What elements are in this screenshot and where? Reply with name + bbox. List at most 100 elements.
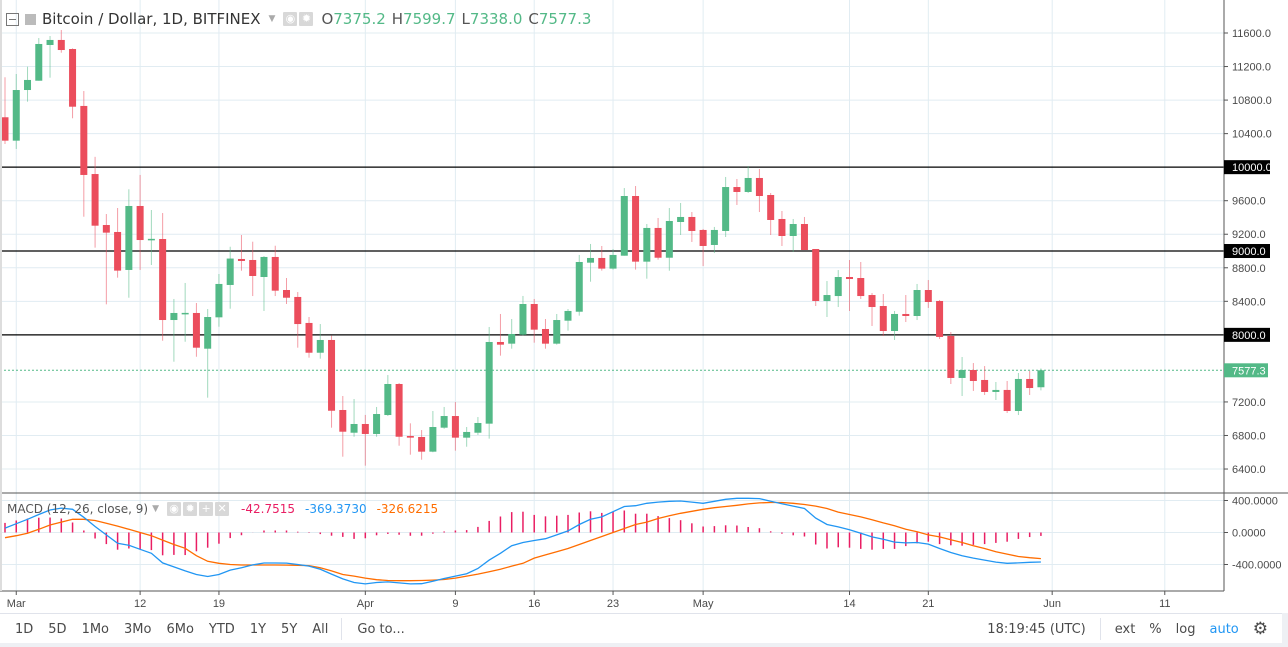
candle-body bbox=[249, 259, 257, 276]
candle-body bbox=[992, 389, 1000, 392]
macd-tick-label: 0.0000 bbox=[1232, 528, 1266, 540]
candle-body bbox=[339, 409, 347, 432]
timeframe-6mo[interactable]: 6Mo bbox=[166, 621, 194, 637]
plus-icon[interactable]: + bbox=[199, 502, 214, 516]
goto-button[interactable]: Go to... bbox=[357, 621, 405, 637]
candle-body bbox=[778, 218, 786, 237]
timeframe-1mo[interactable]: 1Mo bbox=[81, 621, 110, 637]
histogram-value: -42.7515 bbox=[241, 502, 295, 516]
gear-icon[interactable]: ⚙ bbox=[1252, 619, 1268, 639]
candle-body bbox=[654, 227, 662, 258]
candle-body bbox=[620, 196, 628, 256]
candle-body bbox=[12, 90, 20, 141]
candle bbox=[384, 375, 392, 417]
candle bbox=[868, 293, 876, 326]
candle bbox=[136, 174, 144, 270]
candle-body bbox=[800, 224, 808, 251]
chevron-down-icon[interactable]: ▼ bbox=[152, 504, 160, 514]
candle-body bbox=[136, 205, 144, 241]
candle bbox=[710, 226, 718, 254]
candle-body bbox=[598, 257, 606, 269]
candle-body bbox=[575, 261, 583, 312]
candle bbox=[316, 324, 324, 359]
candle bbox=[992, 381, 1000, 401]
candle bbox=[891, 310, 899, 340]
candle-body bbox=[485, 341, 493, 424]
time-tick-label: 16 bbox=[528, 598, 540, 610]
candle bbox=[226, 246, 234, 309]
gear-icon[interactable]: ✹ bbox=[183, 502, 198, 516]
candle-body bbox=[710, 229, 718, 245]
timeframe-3mo[interactable]: 3Mo bbox=[124, 621, 152, 637]
candle bbox=[665, 207, 673, 271]
candle-body bbox=[767, 194, 775, 220]
candle-body bbox=[204, 316, 212, 349]
candle-body bbox=[181, 312, 189, 315]
candle-body bbox=[947, 335, 955, 378]
candle-body bbox=[69, 49, 77, 107]
timeframe-5d[interactable]: 5D bbox=[48, 621, 67, 637]
timeframe-all[interactable]: All bbox=[312, 621, 329, 637]
time-tick-label: 21 bbox=[922, 598, 934, 610]
candle bbox=[767, 192, 775, 235]
candle bbox=[12, 74, 20, 149]
candle bbox=[406, 423, 414, 455]
candle-body bbox=[114, 231, 122, 271]
chart-canvas[interactable]: 11600.0 11200.0 10800.0 10400.0 9600.0 9200.0… bbox=[0, 0, 1288, 613]
timeframe-1y[interactable]: 1Y bbox=[249, 621, 267, 637]
auto-toggle[interactable]: auto bbox=[1209, 621, 1239, 637]
timeframe-ytd[interactable]: YTD bbox=[208, 621, 235, 637]
candle bbox=[744, 165, 752, 193]
log-toggle[interactable]: log bbox=[1175, 621, 1196, 637]
candle-body bbox=[102, 225, 110, 233]
candle bbox=[913, 283, 921, 321]
candle bbox=[722, 176, 730, 238]
candle bbox=[553, 313, 561, 345]
price-tick-label: 9600.0 bbox=[1232, 196, 1266, 208]
candle bbox=[699, 228, 707, 267]
candle bbox=[35, 38, 43, 81]
candle bbox=[969, 363, 977, 391]
candle bbox=[609, 248, 617, 270]
close-icon[interactable]: ✕ bbox=[215, 502, 230, 516]
candle-body bbox=[609, 254, 617, 269]
timeframe-5y[interactable]: 5Y bbox=[281, 621, 298, 637]
candle bbox=[114, 207, 122, 278]
clock[interactable]: 18:19:45 (UTC) bbox=[987, 621, 1086, 637]
candle bbox=[102, 214, 110, 305]
candle-body bbox=[474, 422, 482, 433]
candle bbox=[902, 295, 910, 323]
candle bbox=[361, 414, 369, 466]
timeframe-1d[interactable]: 1D bbox=[15, 621, 34, 637]
candle-body bbox=[1003, 389, 1011, 411]
candle-body bbox=[891, 313, 899, 332]
candle bbox=[159, 213, 167, 341]
eye-icon[interactable]: ◉ bbox=[283, 12, 298, 26]
gear-icon[interactable]: ✹ bbox=[299, 12, 314, 26]
candle-body bbox=[215, 283, 223, 318]
candle bbox=[80, 91, 88, 217]
symbol-title[interactable]: Bitcoin / Dollar, 1D, BITFINEX bbox=[42, 10, 261, 28]
percent-toggle[interactable]: % bbox=[1149, 621, 1162, 637]
candle bbox=[1026, 370, 1034, 395]
collapse-icon[interactable] bbox=[6, 12, 19, 26]
price-tick-label: 8400.0 bbox=[1232, 296, 1266, 308]
candle-body bbox=[665, 220, 673, 258]
candle-body bbox=[789, 224, 797, 237]
divider bbox=[341, 618, 343, 640]
candle bbox=[1014, 373, 1022, 416]
candle-body bbox=[328, 339, 336, 411]
candle bbox=[598, 245, 606, 271]
candle bbox=[24, 66, 32, 102]
level-price-label: 10000.0 bbox=[1232, 162, 1272, 174]
time-tick-label: 12 bbox=[134, 598, 146, 610]
ext-toggle[interactable]: ext bbox=[1114, 621, 1136, 637]
symbol-icon bbox=[25, 13, 36, 25]
candle bbox=[654, 217, 662, 260]
candle-body bbox=[440, 416, 448, 428]
macd-title[interactable]: MACD (12, 26, close, 9) bbox=[7, 502, 149, 516]
time-tick-label: 14 bbox=[843, 598, 855, 610]
candle-body bbox=[879, 306, 887, 332]
chevron-down-icon[interactable]: ▼ bbox=[268, 14, 276, 24]
eye-icon[interactable]: ◉ bbox=[167, 502, 182, 516]
